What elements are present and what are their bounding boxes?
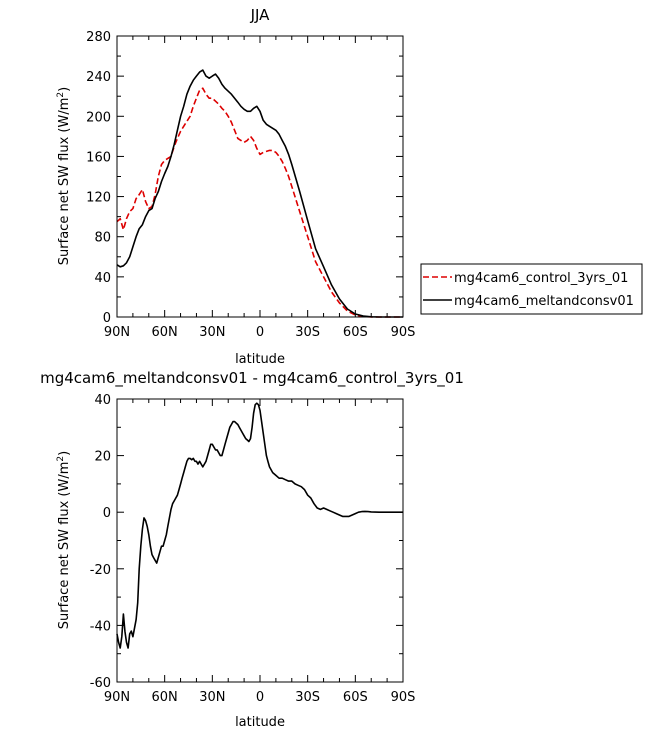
- bottom-y-axis-label-sup: 2: [56, 456, 66, 462]
- top-series-lines: [116, 69, 403, 318]
- top-x-tick-label: 0: [256, 325, 264, 340]
- top-x-axis: 90N 60N 30N 0 30S 60S 90S: [104, 36, 416, 340]
- top-x-tick-label: 90S: [391, 325, 416, 340]
- top-y-axis: 0 40 80 120 160 200 240 280: [86, 30, 403, 326]
- top-series-line-1: [116, 69, 403, 318]
- top-y-tick-label: 0: [103, 311, 111, 326]
- legend: mg4cam6_control_3yrs_01 mg4cam6_meltandc…: [420, 263, 643, 315]
- top-y-tick-label: 280: [86, 30, 111, 45]
- top-plot-area: 0 40 80 120 160 200 240 280 90N 60N 30N 0 30S 60S 90S: [86, 30, 415, 340]
- bottom-y-axis-label: Surface net SW flux (W/m2): [56, 451, 72, 629]
- bottom-y-axis-label-tail: ): [57, 451, 72, 456]
- legend-label-melt: mg4cam6_meltandconsv01: [454, 294, 634, 309]
- top-y-axis-label-sup: 2: [56, 92, 66, 98]
- bottom-y-tick-label: -20: [90, 563, 111, 578]
- bottom-x-axis-label: latitude: [235, 715, 285, 730]
- top-plot-frame: [116, 35, 404, 318]
- bottom-chart: mg4cam6_meltandconsv01 - mg4cam6_control…: [40, 369, 464, 730]
- legend-box: [420, 263, 643, 315]
- bottom-y-tick-label: 20: [94, 450, 111, 465]
- bottom-y-axis: -60 -40 -20 0 20 40: [90, 393, 403, 691]
- top-y-tick-label: 200: [86, 110, 111, 125]
- bottom-y-tick-label: 0: [103, 506, 111, 521]
- bottom-x-tick-label: 30N: [199, 690, 225, 705]
- bottom-plot-area: -60 -40 -20 0 20 40 90N 60N 30N 0 30S 60S 90S: [90, 393, 416, 705]
- top-y-tick-label: 40: [94, 271, 111, 286]
- top-y-tick-label: 120: [86, 191, 111, 206]
- bottom-x-axis: 90N 60N 30N 0 30S 60S 90S: [104, 399, 416, 705]
- top-y-axis-label-tail: ): [57, 87, 72, 92]
- bottom-y-axis-label-main: Surface net SW flux (W/m: [57, 462, 72, 630]
- bottom-x-tick-label: 30S: [295, 690, 320, 705]
- top-y-tick-label: 240: [86, 70, 111, 85]
- top-x-tick-label: 60N: [152, 325, 178, 340]
- top-chart: JJA 0 40 80 120 160 200 240 280 90N 60N 30N 0 30S 60…: [56, 6, 643, 367]
- top-x-tick-label: 90N: [104, 325, 130, 340]
- bottom-plot-frame: [116, 398, 404, 683]
- bottom-series-lines: [116, 402, 403, 649]
- bottom-y-tick-label: 40: [94, 393, 111, 408]
- top-x-tick-label: 30S: [295, 325, 320, 340]
- bottom-x-tick-label: 60S: [343, 690, 368, 705]
- top-chart-title: JJA: [250, 6, 271, 24]
- top-y-axis-label: Surface net SW flux (W/m2): [56, 87, 72, 265]
- top-x-tick-label: 60S: [343, 325, 368, 340]
- top-x-axis-label: latitude: [235, 352, 285, 367]
- bottom-y-tick-label: -40: [90, 619, 111, 634]
- top-series-line-0: [116, 87, 403, 318]
- bottom-y-tick-label: -60: [90, 676, 111, 691]
- top-y-axis-label-main: Surface net SW flux (W/m: [57, 98, 72, 266]
- top-y-tick-label: 80: [94, 231, 111, 246]
- bottom-x-tick-label: 60N: [152, 690, 178, 705]
- bottom-x-tick-label: 90N: [104, 690, 130, 705]
- bottom-x-tick-label: 90S: [391, 690, 416, 705]
- bottom-chart-title: mg4cam6_meltandconsv01 - mg4cam6_control…: [40, 369, 464, 388]
- legend-label-control: mg4cam6_control_3yrs_01: [454, 271, 628, 286]
- top-y-tick-label: 160: [86, 150, 111, 165]
- bottom-series-line-0: [116, 402, 403, 649]
- top-x-tick-label: 30N: [199, 325, 225, 340]
- bottom-x-tick-label: 0: [256, 690, 264, 705]
